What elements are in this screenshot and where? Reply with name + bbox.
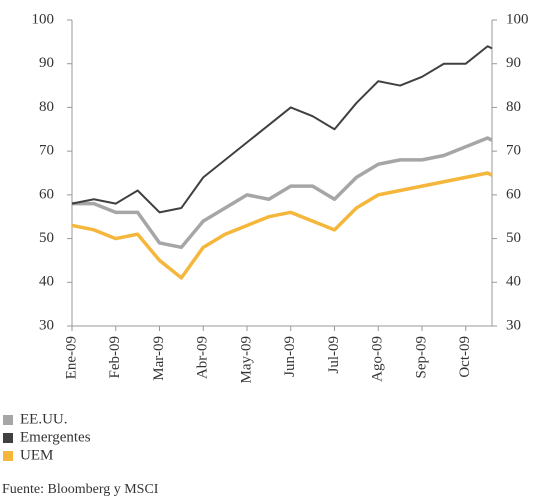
y-tick-label: 40 (39, 274, 54, 290)
y-tick-label: 50 (39, 230, 54, 246)
x-tick-label: Jun-09 (282, 336, 298, 377)
y-tick-label: 100 (32, 11, 55, 27)
x-tick-label: Jul-09 (326, 336, 342, 374)
y-tick-label: 60 (39, 186, 54, 202)
y2-tick-label: 50 (506, 230, 521, 246)
source: Fuente: Bloomberg y MSCI (2, 482, 159, 497)
y-tick-label: 90 (39, 55, 54, 71)
legend-label: Emergentes (20, 429, 91, 445)
x-tick-label: May-09 (238, 336, 254, 384)
legend-label: UEM (20, 447, 53, 463)
y-tick-label: 80 (39, 99, 54, 115)
y-tick-label: 30 (39, 317, 54, 333)
x-tick-label: Ene-09 (63, 336, 79, 379)
x-tick-label: Ago-09 (370, 336, 386, 382)
x-tick-label: Feb-09 (107, 336, 123, 379)
y-tick-label: 70 (39, 143, 54, 159)
y2-tick-label: 100 (506, 11, 529, 27)
y2-tick-label: 40 (506, 274, 521, 290)
x-tick-label: Abr-09 (195, 336, 211, 379)
y2-tick-label: 70 (506, 143, 521, 159)
y2-tick-label: 30 (506, 317, 521, 333)
y2-tick-label: 90 (506, 55, 521, 71)
x-tick-label: Oct-09 (457, 336, 473, 378)
legend-label: EE.UU. (20, 411, 68, 427)
series-line (72, 136, 493, 250)
series-line (71, 171, 493, 280)
legend-swatch (3, 451, 13, 461)
legend-swatch (3, 433, 13, 443)
y2-tick-label: 80 (506, 99, 521, 115)
x-tick-label: Mar-09 (151, 336, 167, 381)
legend-swatch (3, 415, 13, 425)
y2-tick-label: 60 (506, 186, 521, 202)
series-line (71, 45, 493, 214)
x-tick-label: Sep-09 (413, 336, 429, 379)
